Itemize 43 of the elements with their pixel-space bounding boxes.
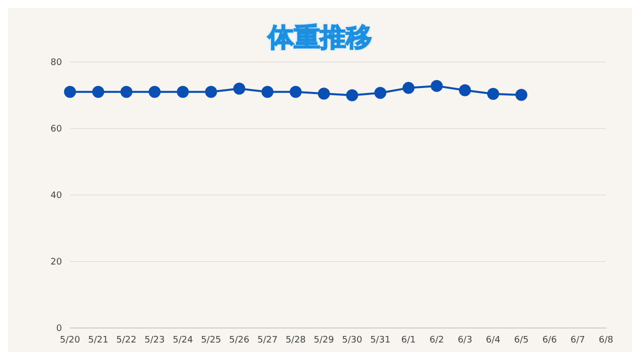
x-tick-label: 6/8 (598, 335, 614, 346)
x-tick-label: 5/25 (200, 335, 222, 346)
point (374, 86, 386, 99)
x-tick-label: 6/5 (514, 335, 529, 346)
x-tick-label: 5/30 (342, 335, 362, 346)
point (64, 86, 76, 98)
x-tick-label: 5/22 (116, 335, 137, 346)
x-tick-label: 6/6 (542, 335, 558, 346)
x-tick-label: 5/24 (172, 335, 194, 346)
point (487, 88, 500, 100)
x-tick-label: 5/29 (314, 335, 334, 346)
x-tick-label: 5/27 (257, 335, 278, 346)
point (92, 86, 104, 98)
point (515, 88, 528, 101)
point (290, 86, 302, 98)
x-tick-label: 5/31 (370, 335, 390, 346)
y-tick-label: 60 (50, 124, 62, 135)
point (458, 84, 471, 96)
x-tick-label: 6/1 (401, 335, 416, 346)
point (148, 86, 161, 98)
x-tick-label: 6/3 (458, 335, 472, 346)
x-tick-label: 5/23 (144, 335, 165, 346)
y-tick-label: 20 (50, 258, 62, 268)
point (261, 86, 274, 98)
x-tick-label: 5/26 (229, 335, 250, 346)
x-tick-label: 6/7 (570, 335, 586, 346)
y-tick-label: 80 (50, 58, 62, 68)
y-tick-label: 0 (56, 324, 62, 334)
y-tick-label: 40 (50, 191, 62, 202)
x-tick-label: 6/4 (486, 335, 501, 346)
point (176, 86, 189, 98)
point (402, 82, 415, 94)
x-tick-label: 6/2 (429, 335, 444, 346)
point (430, 80, 443, 92)
point (346, 89, 358, 102)
x-tick-label: 5/21 (88, 335, 108, 346)
point (120, 86, 132, 98)
point (233, 82, 246, 95)
point (205, 86, 218, 98)
point (318, 88, 330, 100)
x-tick-label: 5/20 (60, 335, 80, 346)
chart-title: 体重推移 (266, 22, 373, 55)
x-tick-label: 5/28 (286, 335, 306, 346)
